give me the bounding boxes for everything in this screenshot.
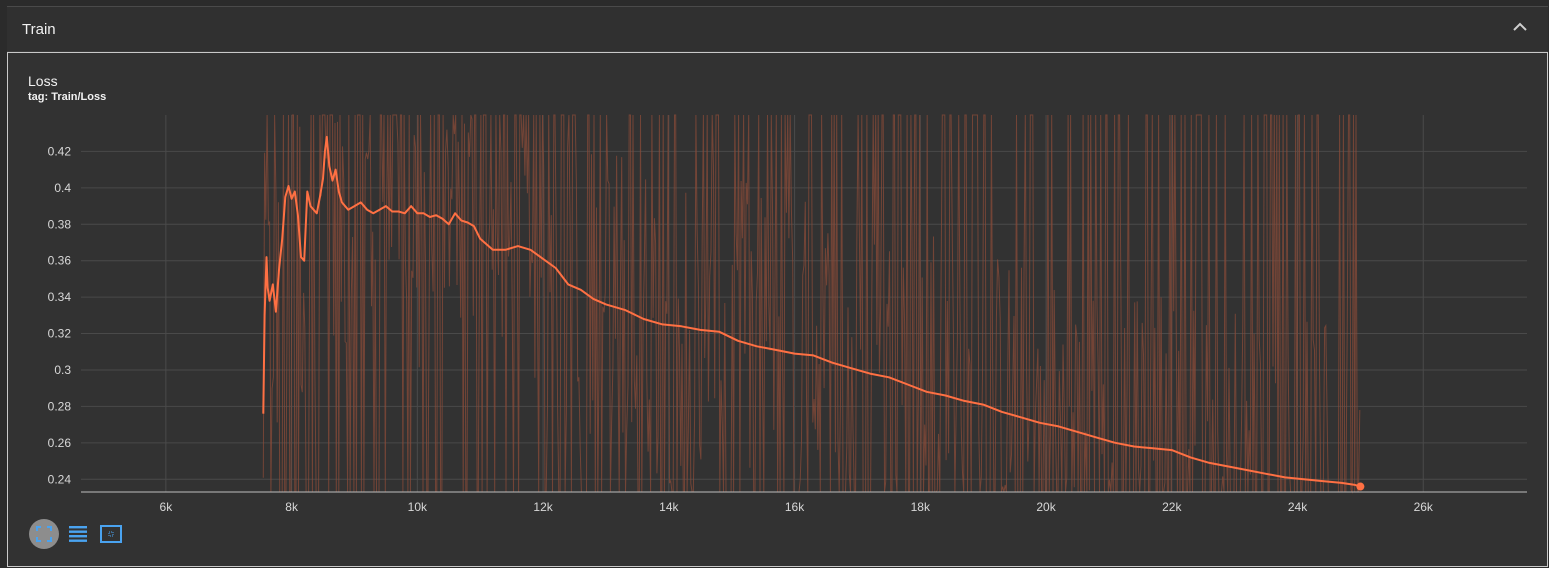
x-tick-label: 6k <box>160 500 174 514</box>
y-tick-label: 0.24 <box>48 472 72 486</box>
y-tick-label: 0.42 <box>48 144 72 158</box>
fit-domain-icon <box>36 526 52 542</box>
expand-button[interactable] <box>96 519 126 549</box>
x-tick-label: 18k <box>911 500 931 514</box>
y-tick-label: 0.34 <box>48 290 72 304</box>
raw-series <box>262 114 1361 494</box>
card-tag: tag: Train/Loss <box>28 91 107 103</box>
expand-icon <box>100 525 122 543</box>
x-tick-label: 22k <box>1162 500 1182 514</box>
x-tick-label: 26k <box>1414 500 1434 514</box>
log-scale-icon <box>69 526 87 542</box>
last-point-marker[interactable] <box>1356 482 1365 491</box>
smoothed-series <box>262 135 1365 491</box>
log-scale-button[interactable] <box>63 519 93 549</box>
y-tick-label: 0.3 <box>54 363 71 377</box>
x-tick-label: 14k <box>659 500 679 514</box>
loss-chart[interactable]: 6k 8k 10k 12k 14k 16k 18k 20k 22k 24k 26k 0.24 0.26 0… <box>8 53 1547 566</box>
chart-card: Loss tag: Train/Loss 6k 8k 10k 12k 14k 16k 18k… <box>7 52 1548 567</box>
card-title: Loss <box>28 73 58 89</box>
x-tick-label: 8k <box>285 500 299 514</box>
x-tick-label: 12k <box>533 500 553 514</box>
y-tick-label: 0.32 <box>48 327 72 341</box>
section-header[interactable]: Train <box>7 7 1548 52</box>
y-tick-label: 0.38 <box>48 217 72 231</box>
y-tick-label: 0.36 <box>48 254 72 268</box>
section-title: Train <box>22 21 56 38</box>
chevron-up-icon[interactable] <box>1510 17 1530 37</box>
y-tick-label: 0.26 <box>48 436 72 450</box>
x-tick-label: 10k <box>408 500 428 514</box>
smoothed-loss-line <box>262 135 1361 488</box>
axes: 6k 8k 10k 12k 14k 16k 18k 20k 22k 24k 26k 0.24 0.26 0… <box>48 144 1527 514</box>
y-tick-label: 0.28 <box>48 399 72 413</box>
train-section: Train Loss tag: Train/Loss 6k 8k 10k 12k 14k… <box>7 6 1548 567</box>
y-tick-label: 0.4 <box>54 181 71 195</box>
x-tick-label: 24k <box>1288 500 1308 514</box>
x-tick-label: 20k <box>1036 500 1056 514</box>
raw-loss-line <box>262 114 1361 494</box>
x-tick-label: 16k <box>785 500 805 514</box>
fit-domain-button[interactable] <box>29 519 59 549</box>
